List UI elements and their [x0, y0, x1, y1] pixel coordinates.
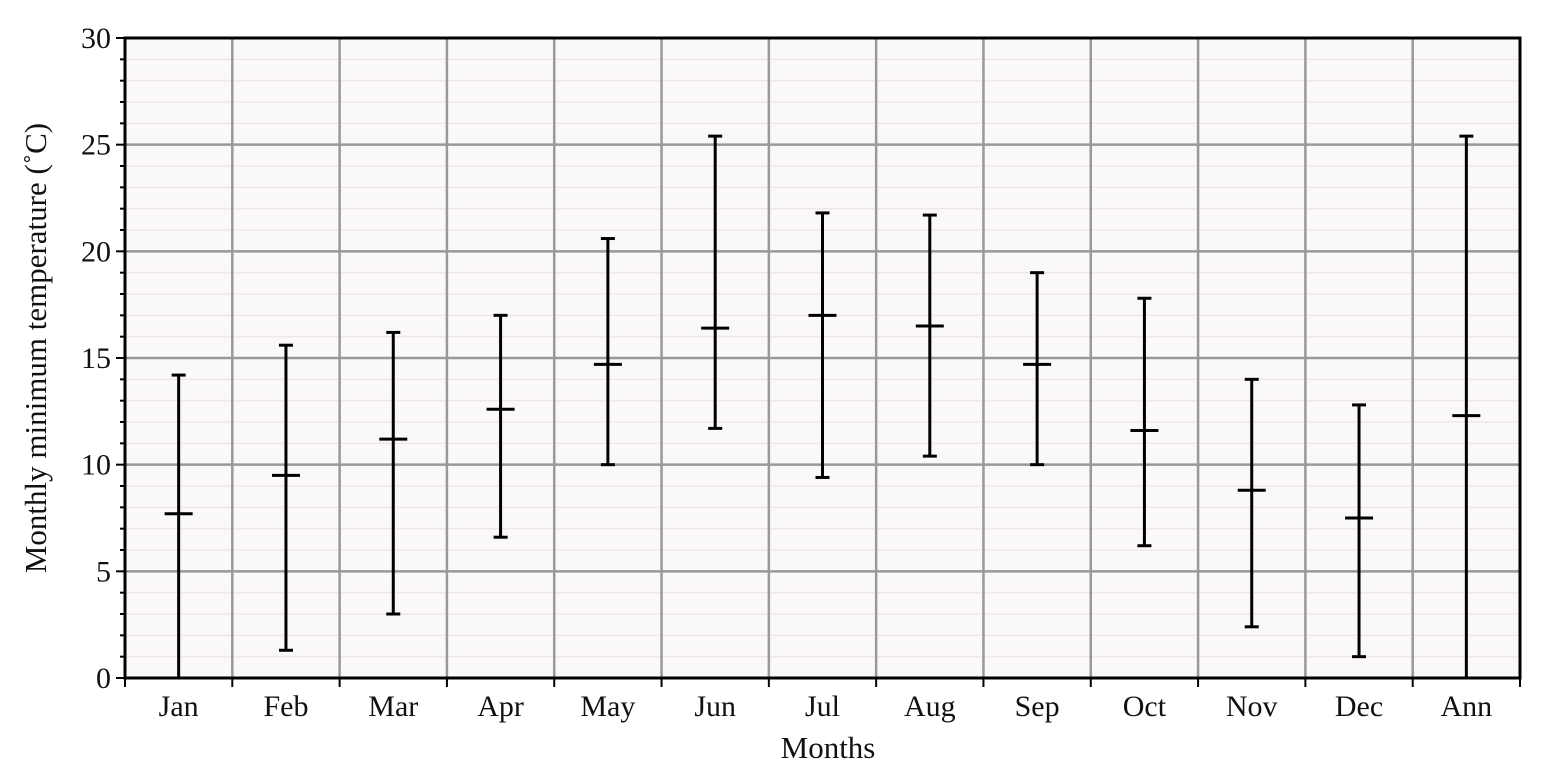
x-tick-label: Ann — [1441, 690, 1493, 723]
error-bars — [164, 134, 1481, 680]
x-tick-label: Nov — [1226, 690, 1278, 723]
x-tick-label: Sep — [1015, 690, 1060, 723]
y-tick-label: 0 — [96, 662, 111, 695]
y-tick-label: 15 — [81, 342, 111, 375]
x-tick-label: Jul — [805, 690, 840, 723]
x-tick-label: Aug — [904, 690, 956, 723]
x-tick-label: Jun — [694, 690, 736, 723]
axes — [116, 36, 1522, 687]
y-axis-title: Monthly minimum temperature (˚C) — [18, 123, 53, 573]
y-tick-label: 30 — [81, 22, 111, 55]
x-tick-label: Jan — [159, 690, 199, 723]
x-tick-label: Mar — [368, 690, 418, 723]
y-tick-label: 5 — [96, 555, 111, 588]
y-tick-label: 20 — [81, 235, 111, 268]
x-tick-label: Apr — [477, 690, 524, 723]
tick-labels: 0 5 10 15 20 25 30 Jan Feb Mar Apr May Jun Jul Aug Sep O… — [81, 22, 1492, 723]
x-tick-label: May — [580, 690, 635, 723]
x-tick-label: Feb — [263, 690, 308, 723]
x-tick-label: Dec — [1335, 690, 1383, 723]
x-axis-title: Months — [781, 730, 876, 765]
y-tick-label: 25 — [81, 129, 111, 162]
x-tick-label: Oct — [1123, 690, 1167, 723]
y-tick-label: 10 — [81, 449, 111, 482]
